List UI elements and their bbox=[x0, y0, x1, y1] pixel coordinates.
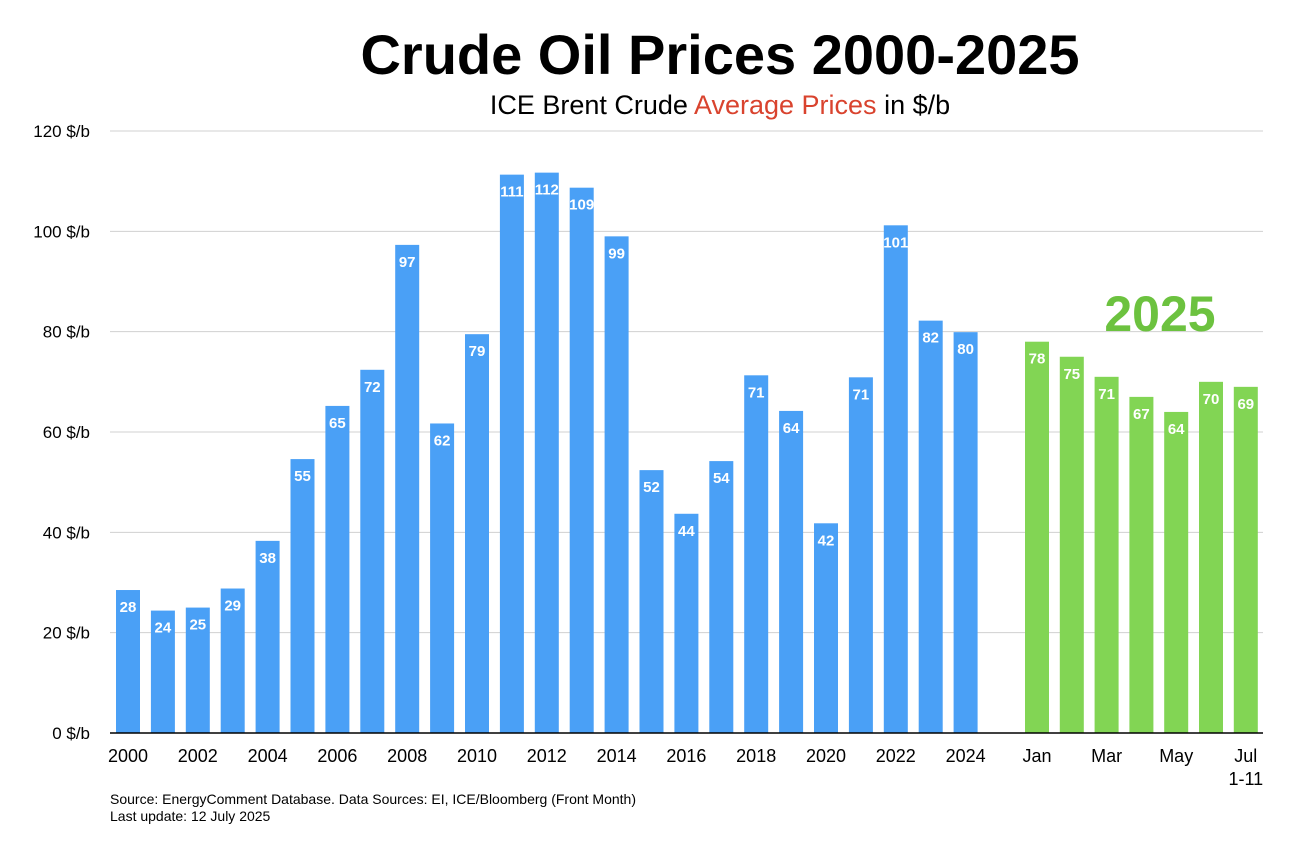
monthly-x-tick-label: Jan bbox=[1022, 746, 1051, 766]
annual-value-label: 28 bbox=[120, 599, 137, 616]
monthly-bar bbox=[1025, 341, 1049, 733]
y-tick-label: 20 $/b bbox=[43, 624, 90, 643]
annual-value-label: 65 bbox=[329, 415, 346, 432]
monthly-x-tick-sublabel: 1-11 bbox=[1228, 769, 1263, 789]
annual-value-label: 71 bbox=[853, 386, 870, 403]
annual-bar bbox=[290, 459, 315, 733]
annual-bar bbox=[918, 320, 943, 733]
annual-bar bbox=[744, 375, 769, 733]
annual-x-tick-label: 2016 bbox=[666, 746, 706, 766]
annual-x-tick-label: 2008 bbox=[387, 746, 427, 766]
annual-bar bbox=[150, 610, 175, 733]
annual-bar bbox=[360, 369, 385, 733]
chart-title: Crude Oil Prices 2000-2025 bbox=[360, 23, 1080, 86]
monthly-x-tick-label: Mar bbox=[1091, 746, 1122, 766]
annual-bar bbox=[116, 590, 140, 733]
y-tick-label: 120 $/b bbox=[33, 122, 90, 141]
annual-bar bbox=[604, 236, 629, 733]
annual-bar bbox=[395, 244, 420, 733]
annual-bar bbox=[674, 513, 699, 733]
annual-x-tick-label: 2000 bbox=[108, 746, 148, 766]
monthly-bar bbox=[1164, 411, 1189, 733]
monthly-value-label: 71 bbox=[1098, 386, 1115, 403]
annual-value-label: 79 bbox=[469, 343, 486, 360]
annual-value-label: 25 bbox=[189, 617, 206, 634]
annual-bar bbox=[848, 377, 873, 733]
annual-value-label: 44 bbox=[678, 523, 695, 540]
annual-bar bbox=[325, 405, 350, 733]
annual-bar bbox=[569, 187, 594, 733]
update-line: Last update: 12 July 2025 bbox=[110, 808, 271, 824]
annual-bar bbox=[499, 174, 524, 733]
year-group-label: 2025 bbox=[1104, 286, 1215, 342]
annual-value-label: 38 bbox=[259, 550, 276, 567]
annual-value-label: 24 bbox=[155, 620, 172, 637]
monthly-value-label: 70 bbox=[1203, 391, 1220, 408]
y-tick-label: 60 $/b bbox=[43, 423, 90, 442]
annual-value-label: 80 bbox=[957, 341, 974, 358]
monthly-value-label: 69 bbox=[1237, 396, 1254, 413]
annual-x-tick-label: 2010 bbox=[457, 746, 497, 766]
annual-bar bbox=[709, 461, 734, 733]
annual-bar bbox=[883, 225, 908, 733]
annual-x-tick-label: 2024 bbox=[946, 746, 986, 766]
y-tick-label: 0 $/b bbox=[52, 724, 90, 743]
annual-value-label: 101 bbox=[883, 234, 908, 251]
annual-bar bbox=[255, 540, 280, 733]
monthly-x-tick-label: May bbox=[1159, 746, 1193, 766]
monthly-bar bbox=[1233, 386, 1258, 733]
annual-x-tick-label: 2006 bbox=[317, 746, 357, 766]
annual-value-label: 71 bbox=[748, 384, 765, 401]
annual-x-tick-label: 2018 bbox=[736, 746, 776, 766]
monthly-bar bbox=[1094, 376, 1119, 733]
monthly-value-label: 64 bbox=[1168, 421, 1185, 438]
y-tick-label: 100 $/b bbox=[33, 222, 90, 241]
annual-value-label: 29 bbox=[224, 598, 241, 615]
annual-value-label: 99 bbox=[608, 245, 625, 262]
annual-value-label: 42 bbox=[818, 532, 835, 549]
annual-value-label: 55 bbox=[294, 468, 311, 485]
annual-bar bbox=[639, 470, 664, 733]
monthly-value-label: 78 bbox=[1029, 351, 1046, 368]
annual-x-tick-label: 2012 bbox=[527, 746, 567, 766]
annual-value-label: 82 bbox=[922, 330, 939, 347]
annual-bar bbox=[185, 607, 210, 733]
annual-bar bbox=[779, 410, 804, 733]
annual-bar bbox=[953, 332, 978, 733]
annual-bar bbox=[534, 172, 559, 734]
annual-bar bbox=[814, 523, 838, 733]
annual-x-tick-label: 2020 bbox=[806, 746, 846, 766]
subtitle-highlight: Average Prices bbox=[693, 90, 877, 120]
source-note: Source: EnergyComment Database. Data Sou… bbox=[110, 791, 636, 825]
annual-value-label: 109 bbox=[569, 197, 594, 214]
annual-x-tick-label: 2014 bbox=[597, 746, 637, 766]
monthly-bar bbox=[1059, 356, 1084, 733]
annual-x-tick-label: 2002 bbox=[178, 746, 218, 766]
annual-value-label: 52 bbox=[643, 479, 660, 496]
subtitle-prefix: ICE Brent Crude bbox=[489, 90, 694, 120]
annual-value-label: 112 bbox=[535, 182, 559, 199]
annual-value-label: 54 bbox=[713, 470, 730, 487]
annual-value-label: 72 bbox=[364, 379, 381, 396]
monthly-bar bbox=[1199, 381, 1223, 733]
monthly-x-tick-label: Jul bbox=[1234, 746, 1257, 766]
annual-x-tick-label: 2004 bbox=[248, 746, 288, 766]
chart-subtitle: ICE Brent Crude Average Prices in $/b bbox=[0, 90, 1300, 121]
annual-bar bbox=[430, 423, 455, 733]
annual-x-tick-label: 2022 bbox=[876, 746, 916, 766]
annual-value-label: 97 bbox=[399, 254, 416, 271]
annual-value-label: 111 bbox=[500, 184, 523, 201]
y-tick-label: 80 $/b bbox=[43, 323, 90, 342]
annual-value-label: 62 bbox=[434, 432, 451, 449]
monthly-value-label: 67 bbox=[1133, 406, 1150, 423]
source-line: Source: EnergyComment Database. Data Sou… bbox=[110, 791, 637, 807]
annual-value-label: 64 bbox=[783, 420, 800, 437]
annual-bar bbox=[220, 588, 245, 733]
subtitle-suffix: in $/b bbox=[876, 90, 951, 120]
monthly-value-label: 75 bbox=[1063, 366, 1080, 383]
y-tick-label: 40 $/b bbox=[43, 523, 90, 542]
annual-bar bbox=[465, 334, 489, 733]
monthly-bar bbox=[1129, 396, 1154, 733]
